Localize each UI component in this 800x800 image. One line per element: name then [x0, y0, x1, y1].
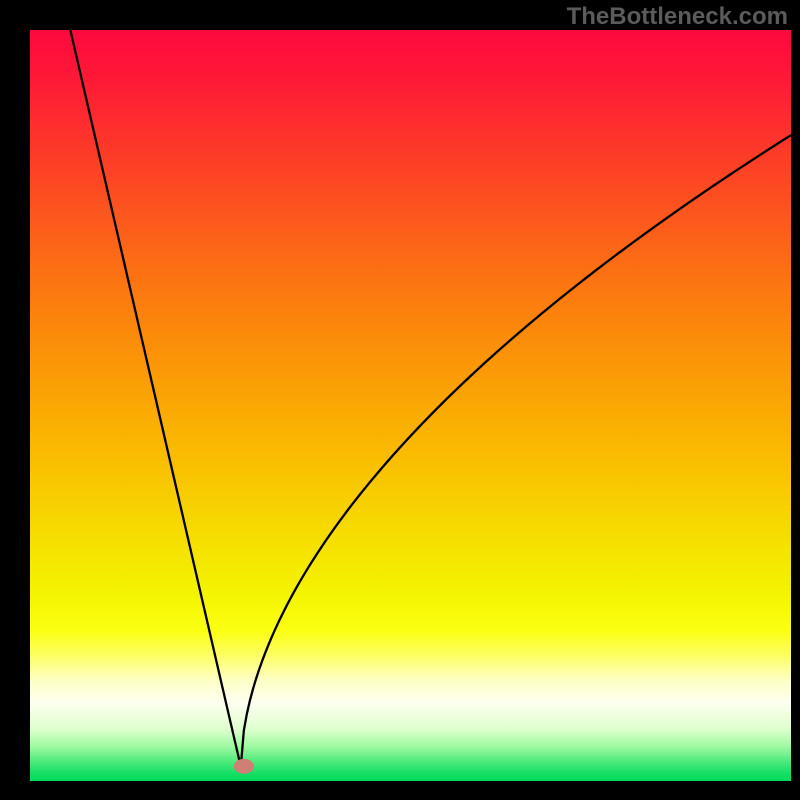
bottleneck-curve: [70, 30, 791, 767]
minimum-marker: [234, 759, 254, 774]
frame-bottom: [0, 781, 800, 800]
frame-right: [791, 0, 800, 800]
plot-area: [30, 30, 791, 781]
frame-left: [0, 0, 30, 800]
curve-layer: [30, 30, 791, 781]
watermark-text: TheBottleneck.com: [567, 3, 788, 31]
